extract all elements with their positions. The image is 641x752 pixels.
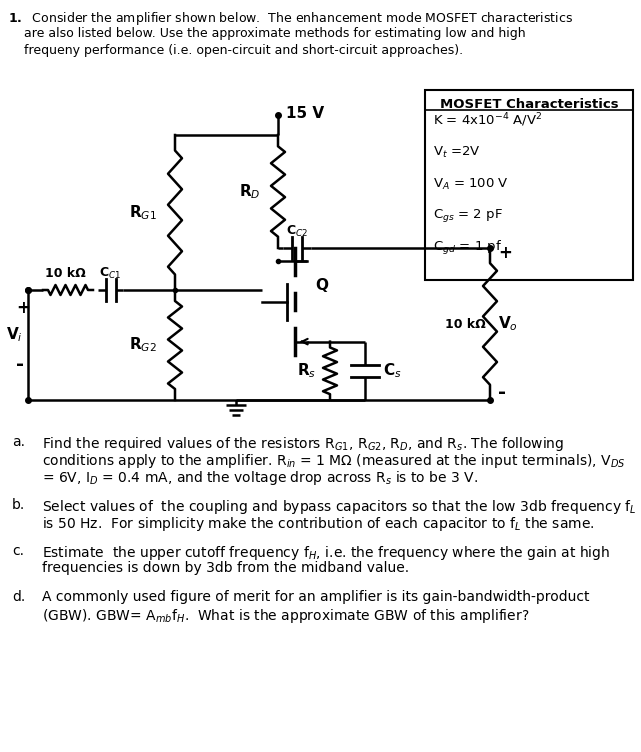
Text: V$_A$ = 100 V: V$_A$ = 100 V xyxy=(433,177,509,192)
Text: R$_D$: R$_D$ xyxy=(239,182,261,201)
Text: C$_s$: C$_s$ xyxy=(383,362,402,381)
Text: R$_{G1}$: R$_{G1}$ xyxy=(129,203,157,222)
Text: frequeny performance (i.e. open-circuit and short-circuit approaches).: frequeny performance (i.e. open-circuit … xyxy=(8,44,463,57)
Text: +: + xyxy=(16,299,30,317)
Text: b.: b. xyxy=(12,498,25,512)
Text: -: - xyxy=(16,356,24,374)
Text: 10 kΩ: 10 kΩ xyxy=(445,317,486,330)
Text: d.: d. xyxy=(12,590,25,604)
Text: (GBW). GBW= A$_{mb}$f$_H$.  What is the approximate GBW of this amplifier?: (GBW). GBW= A$_{mb}$f$_H$. What is the a… xyxy=(42,607,529,625)
Text: Q: Q xyxy=(315,277,328,293)
Text: $\mathbf{1.}$  Consider the amplifier shown below.  The enhancement mode MOSFET : $\mathbf{1.}$ Consider the amplifier sho… xyxy=(8,10,573,27)
Bar xyxy=(425,90,633,280)
Text: C$_{C2}$: C$_{C2}$ xyxy=(286,224,308,239)
Text: Select values of  the coupling and bypass capacitors so that the low 3db frequen: Select values of the coupling and bypass… xyxy=(42,498,637,516)
Text: C$_{gd}$ = 1 pf: C$_{gd}$ = 1 pf xyxy=(433,239,502,257)
Text: R$_s$: R$_s$ xyxy=(297,362,316,381)
Text: c.: c. xyxy=(12,544,24,558)
Text: Estimate  the upper cutoff frequency f$_H$, i.e. the frequency where the gain at: Estimate the upper cutoff frequency f$_H… xyxy=(42,544,610,562)
Text: K = 4x10$^{-4}$ A/V$^2$: K = 4x10$^{-4}$ A/V$^2$ xyxy=(433,111,542,129)
Text: +: + xyxy=(498,244,512,262)
Text: MOSFET Characteristics: MOSFET Characteristics xyxy=(440,98,619,111)
Text: V$_o$: V$_o$ xyxy=(498,314,518,333)
Text: are also listed below. Use the approximate methods for estimating low and high: are also listed below. Use the approxima… xyxy=(8,27,526,40)
Text: = 6V, I$_D$ = 0.4 mA, and the voltage drop across R$_s$ is to be 3 V.: = 6V, I$_D$ = 0.4 mA, and the voltage dr… xyxy=(42,469,478,487)
Text: a.: a. xyxy=(12,435,25,449)
Text: C$_{C1}$: C$_{C1}$ xyxy=(99,266,122,281)
Text: 15 V: 15 V xyxy=(286,105,324,120)
Text: C$_{gs}$ = 2 pF: C$_{gs}$ = 2 pF xyxy=(433,208,503,225)
Text: Find the required values of the resistors R$_{G1}$, R$_{G2}$, R$_D$, and R$_s$. : Find the required values of the resistor… xyxy=(42,435,564,453)
Text: frequencies is down by 3db from the midband value.: frequencies is down by 3db from the midb… xyxy=(42,561,409,575)
Text: conditions apply to the amplifier. R$_{in}$ = 1 MΩ (measured at the input termin: conditions apply to the amplifier. R$_{i… xyxy=(42,452,626,470)
Text: R$_{G2}$: R$_{G2}$ xyxy=(129,335,157,354)
Text: A commonly used figure of merit for an amplifier is its gain-bandwidth-product: A commonly used figure of merit for an a… xyxy=(42,590,590,604)
Text: V$_i$: V$_i$ xyxy=(6,326,23,344)
Text: is 50 Hz.  For simplicity make the contribution of each capacitor to f$_L$ the s: is 50 Hz. For simplicity make the contri… xyxy=(42,515,594,533)
Text: -: - xyxy=(498,383,506,402)
Text: V$_t$ =2V: V$_t$ =2V xyxy=(433,144,481,159)
Text: 10 kΩ: 10 kΩ xyxy=(45,267,86,280)
